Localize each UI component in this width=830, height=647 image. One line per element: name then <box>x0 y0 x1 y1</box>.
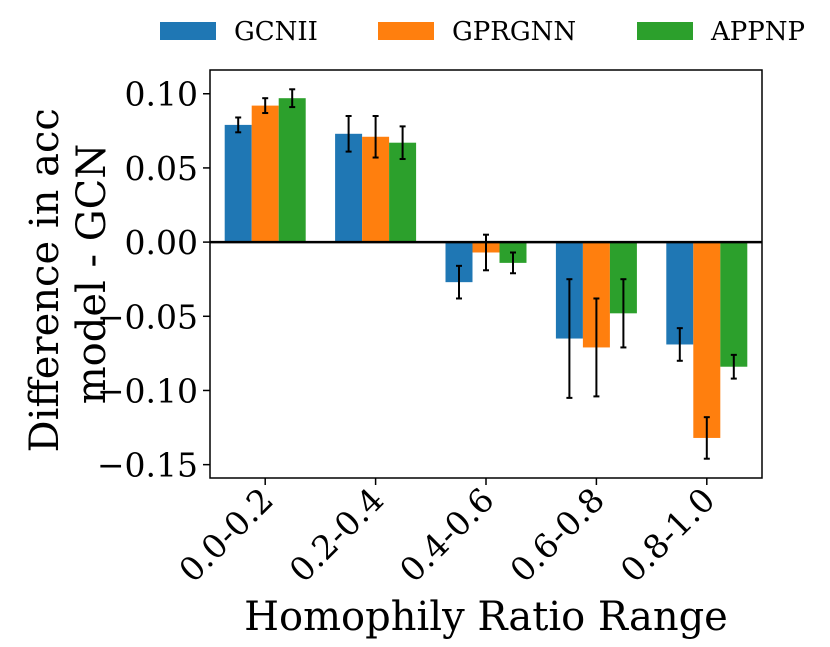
error-bar-appnp-0.2-0.4 <box>399 125 406 161</box>
error-bar-gprgnn-0.4-0.6 <box>483 233 489 272</box>
bar-gprgnn-0.8-1.0 <box>693 242 721 438</box>
y-tick-label: 0.00 <box>125 223 198 262</box>
x-tick-label: 0.2-0.4 <box>282 480 392 590</box>
x-tick-label: 0.8-1.0 <box>613 480 723 590</box>
x-tick-label: 0.0-0.2 <box>171 480 281 590</box>
legend: GCNII GPRGNN APPNP <box>160 17 805 47</box>
y-tick-label: −0.05 <box>97 297 198 336</box>
bar-appnp-0.0-0.2 <box>278 98 306 243</box>
y-tick-label: −0.10 <box>97 371 198 410</box>
bar-gprgnn-0.0-0.2 <box>251 105 279 243</box>
x-tick-label: 0.4-0.6 <box>392 480 502 590</box>
error-bar-appnp-0.4-0.6 <box>510 251 516 275</box>
y-tick-label: 0.10 <box>125 75 198 114</box>
y-tick-label: 0.05 <box>125 149 198 188</box>
error-bar-appnp-0.8-1.0 <box>730 353 737 380</box>
legend-label: APPNP <box>710 17 805 47</box>
y-axis-ticks: 0.10 0.05 0.00 −0.05 −0.10 −0.15 <box>97 75 210 485</box>
error-bar-appnp-0.0-0.2 <box>289 88 296 109</box>
legend-swatch <box>637 22 693 40</box>
y-axis-label-line-2: model - GCN <box>69 144 115 405</box>
error-bar-gcnii-0.0-0.2 <box>235 116 242 134</box>
error-bar-gprgnn-0.0-0.2 <box>262 97 269 115</box>
error-bar-gcnii-0.2-0.4 <box>345 114 352 153</box>
legend-swatch <box>378 22 434 40</box>
legend-label: GCNII <box>234 17 318 47</box>
error-bar-gcnii-0.6-0.8 <box>566 278 573 399</box>
legend-label: GPRGNN <box>452 17 576 47</box>
error-bar-gprgnn-0.2-0.4 <box>372 114 379 159</box>
error-bar-appnp-0.6-0.8 <box>620 278 627 349</box>
bar-appnp-0.8-1.0 <box>720 242 748 367</box>
bar-gcnii-0.0-0.2 <box>224 124 252 243</box>
error-bar-gcnii-0.4-0.6 <box>456 264 462 300</box>
error-bar-gcnii-0.8-1.0 <box>676 327 683 362</box>
error-bars <box>235 88 737 460</box>
legend-item-appnp: APPNP <box>637 17 805 47</box>
legend-swatch <box>160 22 216 40</box>
x-axis-label: Homophily Ratio Range <box>244 594 728 640</box>
y-axis-label: Difference in acc model - GCN <box>22 96 115 453</box>
legend-item-gcnii: GCNII <box>160 17 318 47</box>
x-axis-ticks: 0.0-0.2 0.2-0.4 0.4-0.6 0.6-0.8 0.8-1.0 <box>171 478 722 590</box>
y-axis-label-line-1: Difference in acc <box>22 108 68 452</box>
error-bar-gprgnn-0.6-0.8 <box>593 297 600 398</box>
x-tick-label: 0.6-0.8 <box>502 480 612 590</box>
error-bar-gprgnn-0.8-1.0 <box>703 416 710 460</box>
y-tick-label: −0.15 <box>97 446 198 485</box>
legend-item-gprgnn: GPRGNN <box>378 17 576 47</box>
